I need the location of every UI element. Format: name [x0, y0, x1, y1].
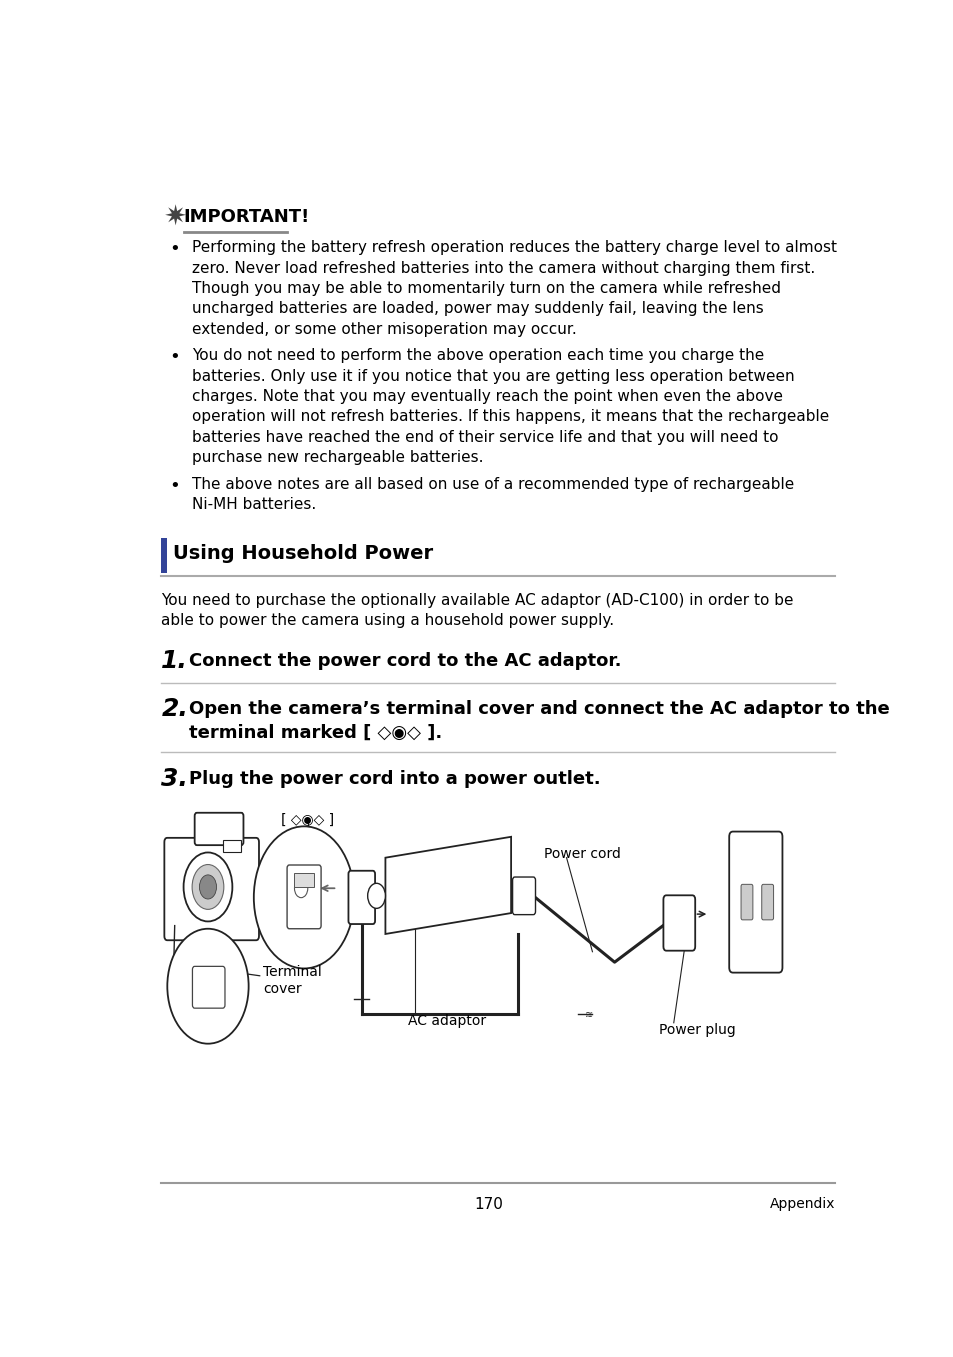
FancyBboxPatch shape [164, 837, 258, 940]
Text: uncharged batteries are loaded, power may suddenly fail, leaving the lens: uncharged batteries are loaded, power ma… [193, 301, 763, 316]
Text: 3.: 3. [161, 767, 188, 791]
Text: ✷: ✷ [164, 204, 188, 231]
Text: able to power the camera using a household power supply.: able to power the camera using a househo… [161, 613, 614, 628]
Text: batteries have reached the end of their service life and that you will need to: batteries have reached the end of their … [193, 430, 779, 445]
Text: Power cord: Power cord [544, 847, 620, 862]
Polygon shape [385, 837, 511, 934]
Text: 1.: 1. [161, 649, 188, 673]
Bar [294, 874, 314, 887]
Text: IMPORTANT!: IMPORTANT! [183, 208, 310, 227]
Text: AC adaptor: AC adaptor [407, 1015, 485, 1029]
Text: charges. Note that you may eventually reach the point when even the above: charges. Note that you may eventually re… [193, 389, 782, 404]
FancyBboxPatch shape [728, 832, 781, 973]
Bar [222, 840, 241, 852]
FancyBboxPatch shape [740, 885, 752, 920]
Text: You do not need to perform the above operation each time you charge the: You do not need to perform the above ope… [193, 349, 764, 364]
Text: Ni-MH batteries.: Ni-MH batteries. [193, 497, 316, 512]
Text: 170: 170 [474, 1197, 503, 1212]
Text: Using Household Power: Using Household Power [173, 544, 433, 563]
Text: batteries. Only use it if you notice that you are getting less operation between: batteries. Only use it if you notice tha… [193, 369, 794, 384]
Text: •: • [169, 349, 180, 366]
Circle shape [192, 864, 224, 909]
Circle shape [253, 826, 354, 969]
FancyBboxPatch shape [194, 813, 243, 845]
Text: •: • [169, 240, 180, 258]
Circle shape [167, 928, 249, 1044]
Text: You need to purchase the optionally available AC adaptor (AD-C100) in order to b: You need to purchase the optionally avai… [161, 593, 793, 608]
Text: terminal marked [ ◇◉◇ ].: terminal marked [ ◇◉◇ ]. [190, 723, 442, 742]
Text: purchase new rechargeable batteries.: purchase new rechargeable batteries. [193, 451, 483, 465]
FancyBboxPatch shape [512, 877, 535, 915]
Circle shape [199, 875, 216, 900]
FancyBboxPatch shape [193, 966, 225, 1008]
Circle shape [183, 852, 233, 921]
Text: Connect the power cord to the AC adaptor.: Connect the power cord to the AC adaptor… [190, 653, 621, 670]
Bar [161, 539, 167, 573]
Text: zero. Never load refreshed batteries into the camera without charging them first: zero. Never load refreshed batteries int… [193, 261, 815, 275]
Text: 2.: 2. [161, 697, 188, 722]
Text: Though you may be able to momentarily turn on the camera while refreshed: Though you may be able to momentarily tu… [193, 281, 781, 296]
Text: Performing the battery refresh operation reduces the battery charge level to alm: Performing the battery refresh operation… [193, 240, 837, 255]
Text: Power plug: Power plug [659, 1023, 735, 1037]
Circle shape [294, 879, 308, 898]
Text: The above notes are all based on use of a recommended type of rechargeable: The above notes are all based on use of … [193, 476, 794, 491]
Text: [ ◇◉◇ ]: [ ◇◉◇ ] [281, 813, 334, 826]
Text: extended, or some other misoperation may occur.: extended, or some other misoperation may… [193, 322, 577, 337]
Text: Open the camera’s terminal cover and connect the AC adaptor to the: Open the camera’s terminal cover and con… [190, 700, 889, 718]
Text: ≋: ≋ [584, 1010, 592, 1019]
FancyBboxPatch shape [348, 871, 375, 924]
Text: Plug the power cord into a power outlet.: Plug the power cord into a power outlet. [190, 769, 600, 788]
FancyBboxPatch shape [287, 864, 321, 928]
Text: Terminal
cover: Terminal cover [263, 965, 322, 996]
Text: •: • [169, 476, 180, 495]
FancyBboxPatch shape [760, 885, 773, 920]
Text: operation will not refresh batteries. If this happens, it means that the recharg: operation will not refresh batteries. If… [193, 410, 829, 425]
FancyBboxPatch shape [662, 896, 695, 951]
Circle shape [367, 883, 385, 908]
Text: Appendix: Appendix [769, 1197, 834, 1212]
